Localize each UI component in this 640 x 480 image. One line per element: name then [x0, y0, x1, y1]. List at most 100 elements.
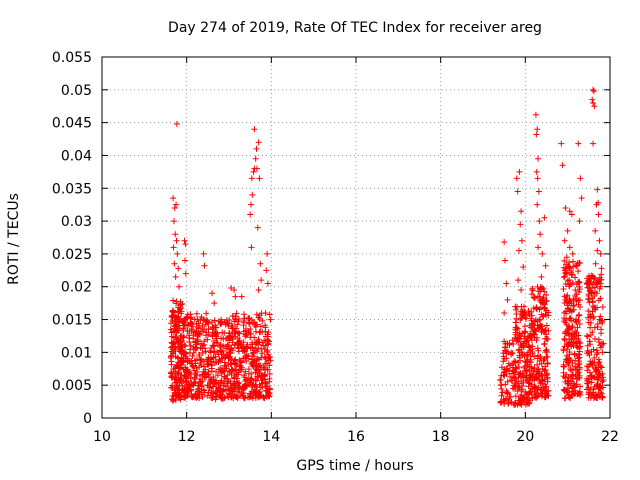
data-point — [262, 355, 269, 362]
data-point — [512, 358, 519, 365]
data-point — [508, 351, 515, 358]
data-point — [204, 392, 211, 399]
data-point — [208, 387, 215, 394]
data-point — [202, 373, 209, 380]
data-point — [561, 293, 568, 300]
data-point — [538, 273, 545, 280]
data-point — [522, 401, 529, 408]
data-point — [573, 262, 580, 269]
data-point — [233, 325, 240, 332]
data-point — [566, 208, 573, 215]
data-point — [562, 270, 569, 277]
data-point — [595, 375, 602, 382]
data-point — [533, 305, 540, 312]
data-point — [217, 382, 224, 389]
data-point — [248, 244, 255, 251]
data-point — [498, 392, 505, 399]
data-point — [521, 358, 528, 365]
data-point — [540, 295, 547, 302]
data-point — [175, 265, 182, 272]
data-point — [567, 374, 574, 381]
data-point — [532, 111, 539, 118]
data-point — [528, 391, 535, 398]
data-point — [566, 244, 573, 251]
data-point — [235, 344, 242, 351]
data-point — [260, 394, 267, 401]
data-point — [586, 281, 593, 288]
data-point — [211, 342, 218, 349]
data-point — [193, 372, 200, 379]
data-point — [500, 358, 507, 365]
data-point — [195, 330, 202, 337]
data-point — [171, 204, 178, 211]
data-point — [558, 140, 565, 147]
data-point — [539, 250, 546, 257]
data-point — [255, 336, 262, 343]
data-point — [255, 287, 262, 294]
data-point — [589, 96, 596, 103]
data-point — [561, 315, 568, 322]
data-point — [267, 316, 274, 323]
data-point — [538, 372, 545, 379]
data-point — [577, 383, 584, 390]
data-point — [563, 321, 570, 328]
data-point — [224, 372, 231, 379]
data-point — [534, 175, 541, 182]
x-tick-label: 18 — [432, 429, 450, 445]
x-axis-label: GPS time / hours — [296, 458, 413, 474]
data-point — [564, 292, 571, 299]
data-point — [587, 331, 594, 338]
data-point — [259, 328, 266, 335]
data-point — [516, 352, 523, 359]
data-point — [590, 373, 597, 380]
data-point — [533, 371, 540, 378]
data-point — [589, 294, 596, 301]
data-point — [540, 328, 547, 335]
data-point — [533, 334, 540, 341]
data-point — [527, 356, 534, 363]
data-point — [501, 338, 508, 345]
data-point — [173, 201, 180, 208]
data-point — [179, 301, 186, 308]
data-point — [194, 386, 201, 393]
data-point — [182, 241, 189, 248]
data-point — [570, 263, 577, 270]
data-point — [173, 362, 180, 369]
data-point — [561, 375, 568, 382]
data-point — [263, 267, 270, 274]
data-point — [576, 218, 583, 225]
data-point — [523, 315, 530, 322]
data-point — [566, 277, 573, 284]
data-point — [528, 333, 535, 340]
y-tick-label: 0.02 — [61, 280, 92, 296]
data-point — [209, 290, 216, 297]
data-point — [186, 339, 193, 346]
data-point — [598, 364, 605, 371]
data-point — [591, 359, 598, 366]
data-point — [533, 131, 540, 138]
data-point — [252, 155, 259, 162]
data-point — [585, 363, 592, 370]
data-point — [248, 175, 255, 182]
data-point — [264, 250, 271, 257]
data-point — [531, 322, 538, 329]
data-point — [577, 391, 584, 398]
data-point — [510, 340, 517, 347]
data-point — [561, 335, 568, 342]
data-point — [528, 317, 535, 324]
data-point — [240, 322, 247, 329]
data-point — [576, 358, 583, 365]
data-point — [575, 355, 582, 362]
data-point — [260, 376, 266, 383]
data-point — [507, 393, 514, 400]
data-point — [513, 175, 520, 182]
data-point — [594, 320, 601, 327]
data-point — [172, 273, 179, 280]
data-point — [587, 320, 594, 327]
data-point — [501, 369, 508, 376]
data-point — [218, 377, 225, 384]
data-point — [591, 103, 598, 110]
data-point — [512, 319, 519, 326]
data-point — [534, 283, 541, 290]
data-point — [586, 349, 593, 356]
